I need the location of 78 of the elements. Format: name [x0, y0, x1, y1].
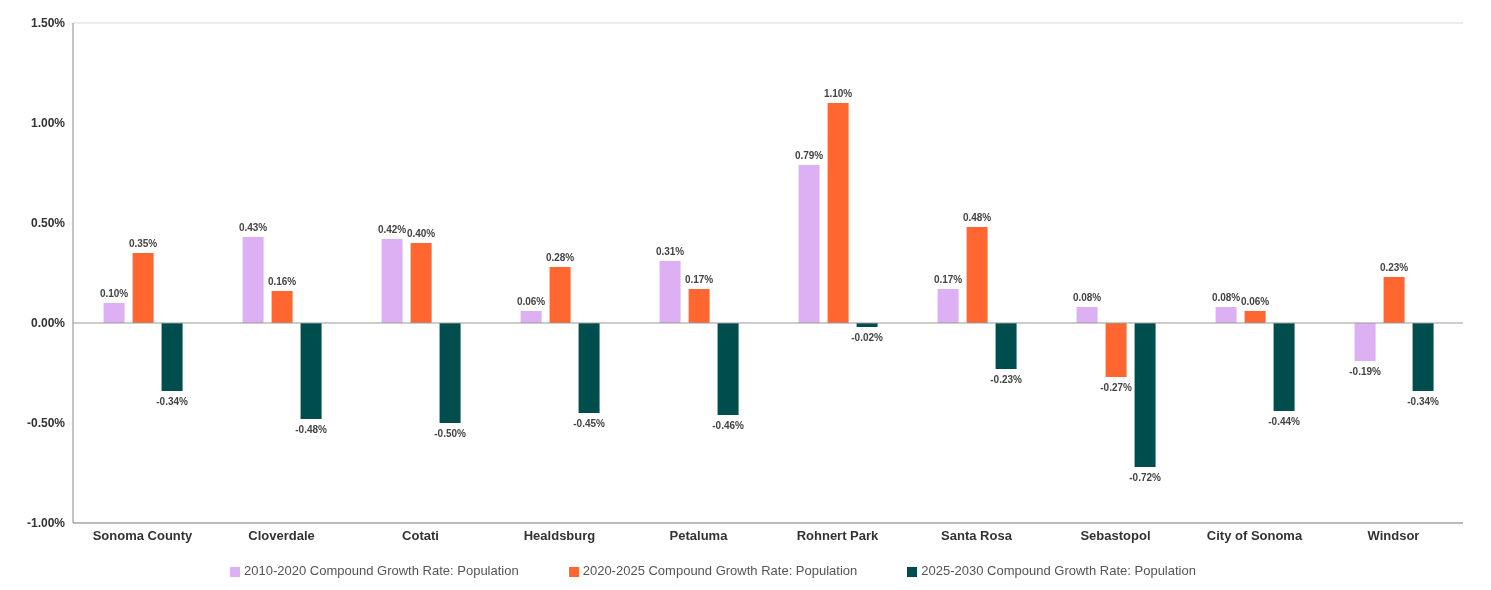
y-tick-label: 0.50% [30, 216, 66, 231]
bar [271, 291, 293, 323]
data-label: -0.27% [1100, 382, 1133, 393]
bar [717, 323, 739, 415]
bar [161, 323, 183, 391]
bar [132, 253, 154, 323]
data-label: 0.10% [99, 288, 129, 299]
bar [995, 323, 1017, 369]
y-tick-label: -1.00% [26, 516, 66, 531]
x-tick-label: Windsor [1367, 528, 1420, 544]
bar [1412, 323, 1434, 391]
bar [659, 261, 681, 323]
bar [1273, 323, 1295, 411]
legend-label: 2020-2025 Compound Growth Rate: Population [582, 563, 858, 578]
legend-label: 2025-2030 Compound Growth Rate: Population [921, 563, 1196, 578]
bar [578, 323, 600, 413]
bar [103, 303, 125, 323]
y-tick-label: -0.50% [26, 416, 66, 431]
legend-label: 2010-2020 Compound Growth Rate: Population [244, 563, 519, 578]
data-label: -0.23% [990, 374, 1023, 385]
data-label: -0.72% [1129, 472, 1162, 483]
bar [242, 237, 264, 323]
data-label: 0.48% [962, 212, 992, 223]
data-label: -0.48% [295, 424, 328, 435]
bar [1354, 323, 1376, 361]
x-tick-label: Cloverdale [248, 528, 315, 544]
data-label: 0.23% [1379, 262, 1409, 273]
x-tick-label: City of Sonoma [1206, 528, 1303, 544]
data-label: 0.17% [684, 274, 714, 285]
x-tick-label: Rohnert Park [796, 528, 880, 544]
bar [1076, 307, 1098, 323]
x-tick-label: Sonoma County [92, 528, 194, 544]
bar [1215, 307, 1237, 323]
data-label: -0.34% [156, 396, 189, 407]
data-label: 0.17% [933, 274, 963, 285]
data-label: -0.02% [851, 332, 884, 343]
data-label: -0.19% [1349, 366, 1382, 377]
bar [549, 267, 571, 323]
x-tick-label: Cotati [402, 528, 439, 544]
bar [439, 323, 461, 423]
data-label: 0.40% [406, 228, 436, 239]
data-label: 1.10% [823, 88, 853, 99]
bar [381, 239, 403, 323]
bar [688, 289, 710, 323]
x-tick-label: Sebastopol [1080, 528, 1151, 544]
data-label: 0.31% [655, 246, 685, 257]
bar [1383, 277, 1405, 323]
data-label: -0.34% [1407, 396, 1440, 407]
data-label: 0.08% [1072, 292, 1102, 303]
bar [1244, 311, 1266, 323]
data-label: 0.43% [238, 222, 268, 233]
data-label: -0.45% [573, 418, 606, 429]
data-label: -0.50% [434, 428, 467, 439]
data-label: 0.08% [1211, 292, 1241, 303]
y-tick-label: 1.50% [30, 16, 66, 31]
data-label: 0.79% [794, 150, 824, 161]
x-tick-label: Santa Rosa [941, 528, 1013, 544]
y-tick-label: 0.00% [30, 316, 66, 331]
y-tick-label: 1.00% [30, 116, 66, 131]
bar [966, 227, 988, 323]
bar [827, 103, 849, 323]
data-label: 0.35% [128, 238, 158, 249]
data-label: -0.46% [712, 420, 745, 431]
bar [520, 311, 542, 323]
bar [410, 243, 432, 323]
bar [1105, 323, 1127, 377]
x-tick-label: Healdsburg [523, 528, 596, 544]
data-label: 0.42% [377, 224, 407, 235]
data-label: 0.06% [1240, 296, 1270, 307]
bar [1134, 323, 1156, 467]
data-label: 0.28% [545, 252, 575, 263]
data-label: 0.06% [516, 296, 546, 307]
data-label: -0.44% [1268, 416, 1301, 427]
bar [300, 323, 322, 419]
bar [798, 165, 820, 323]
data-label: 0.16% [267, 276, 297, 287]
bar [937, 289, 959, 323]
x-tick-label: Petaluma [669, 528, 729, 544]
